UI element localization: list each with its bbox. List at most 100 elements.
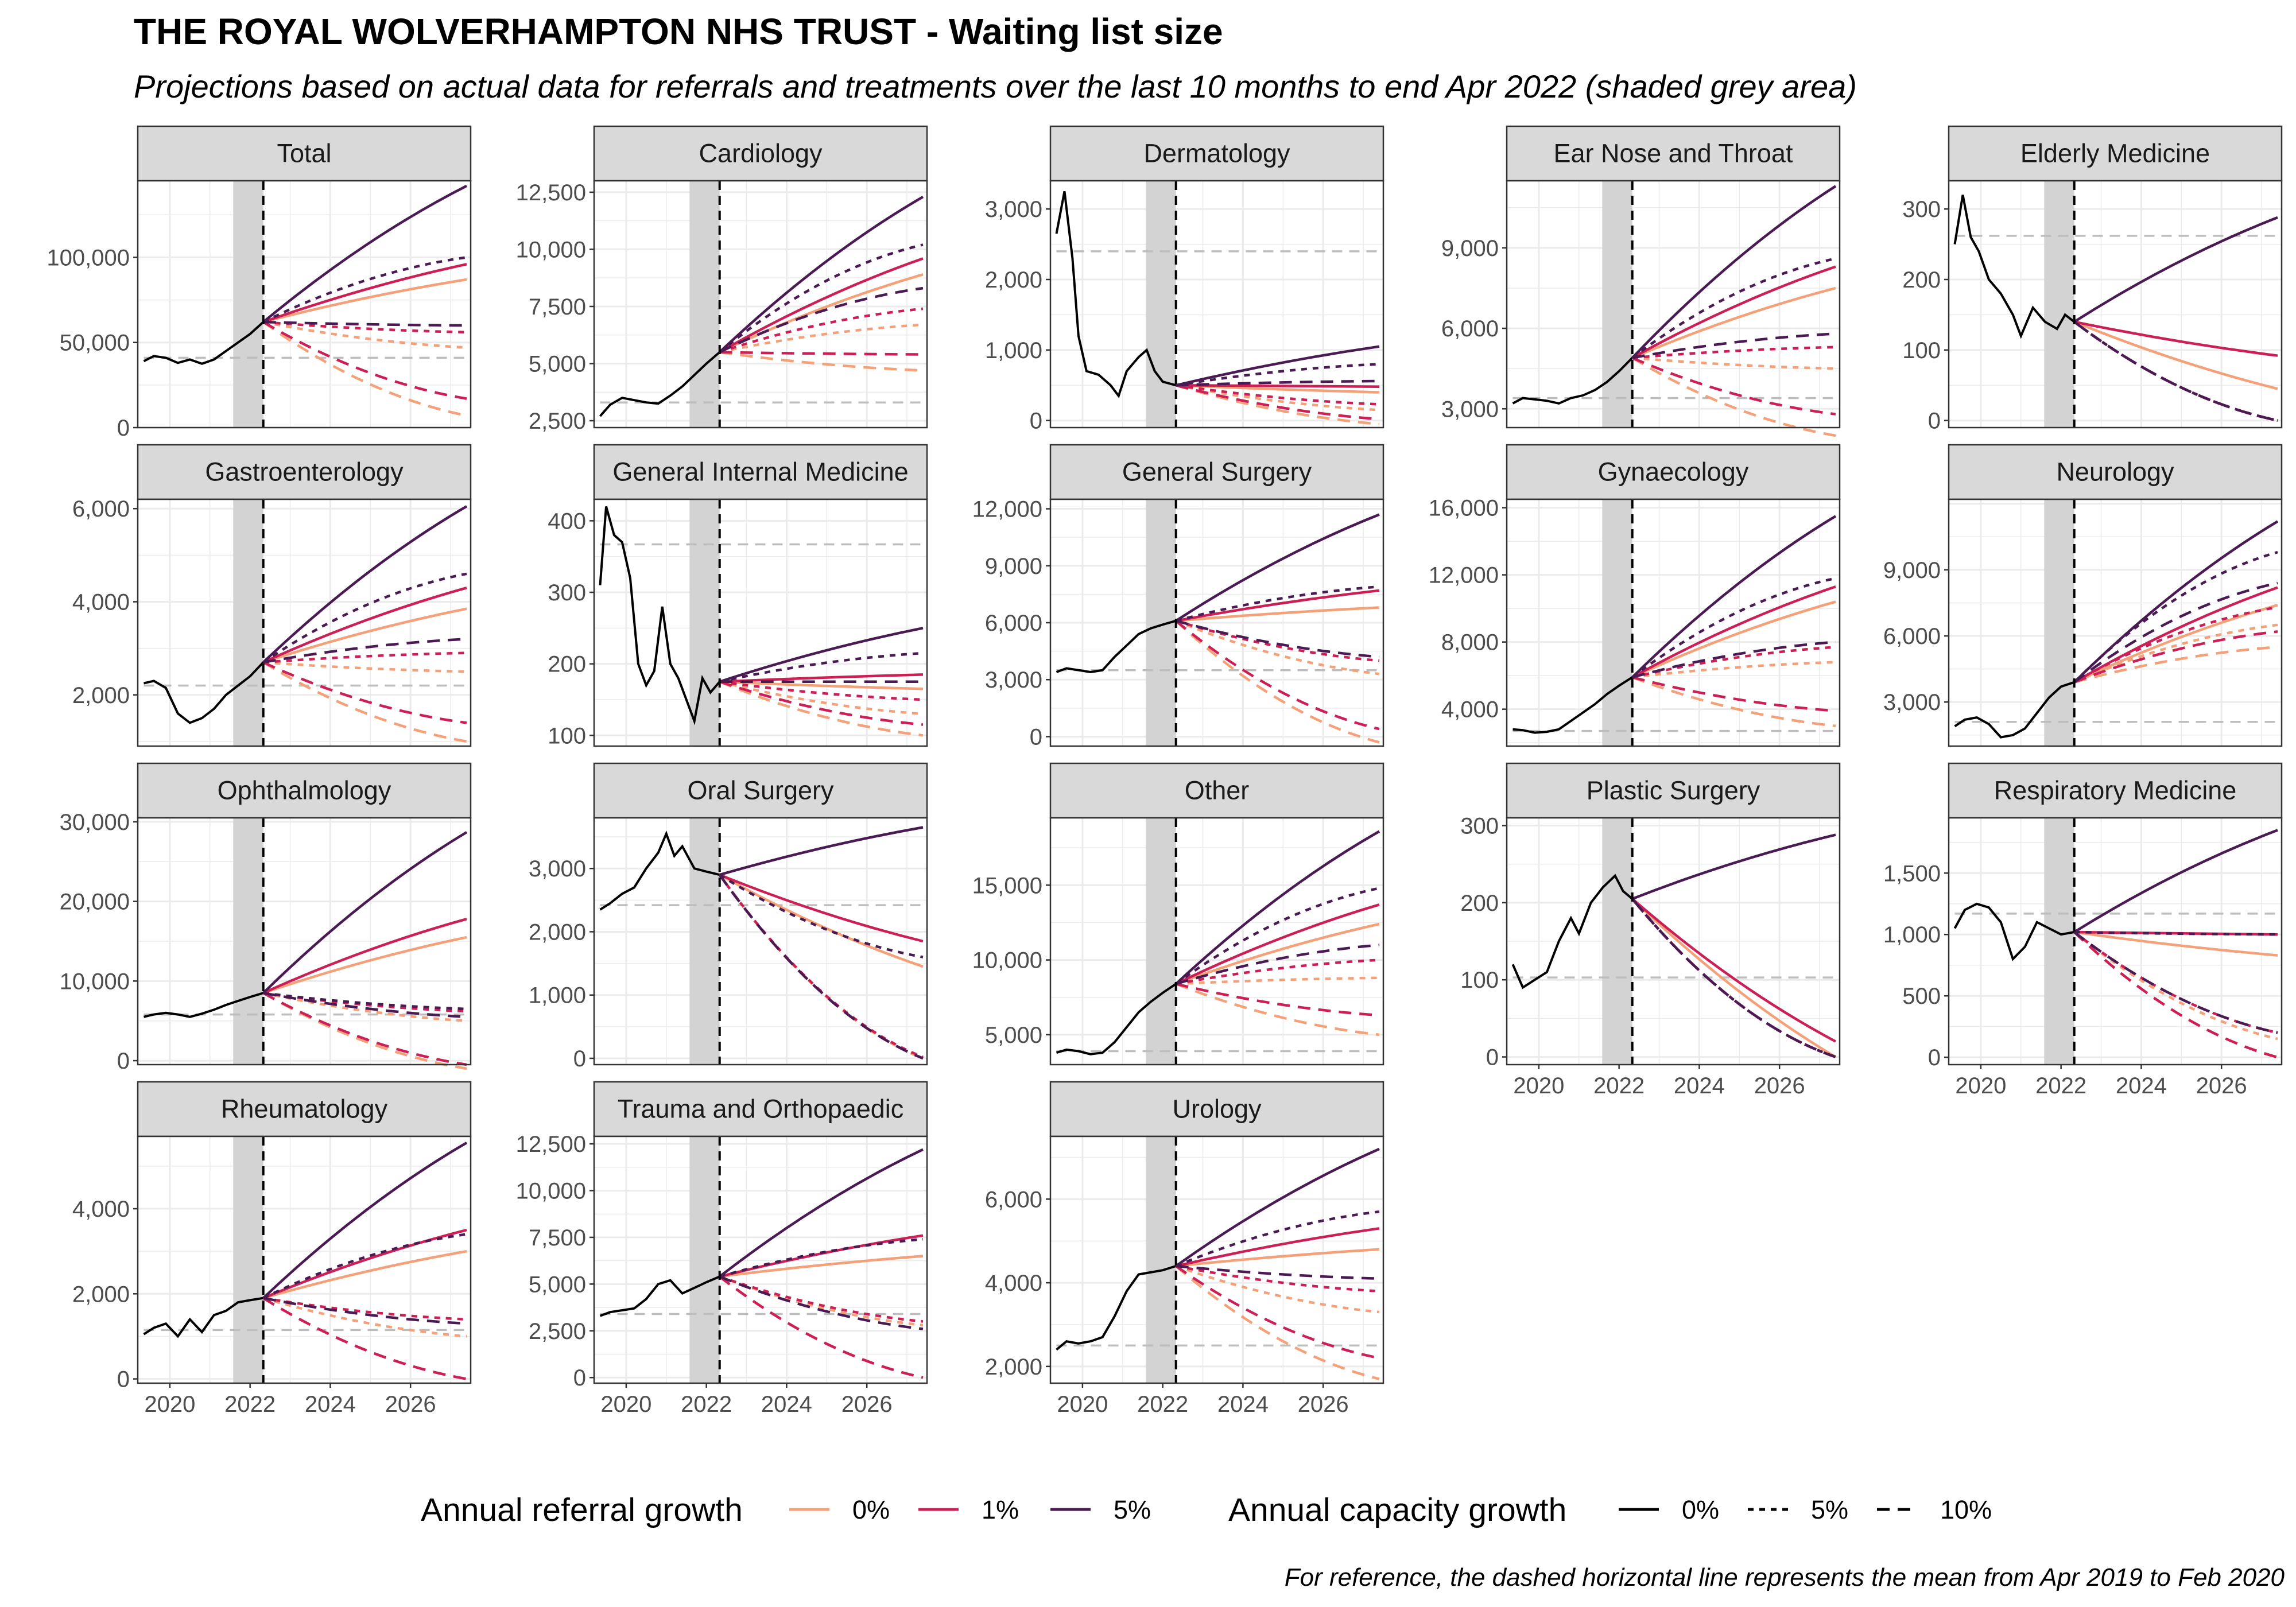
projection-line-referral-5-capacity-5 xyxy=(719,651,924,683)
projection-line-referral-1-capacity-5 xyxy=(263,320,467,334)
projection-line-referral-0-capacity-0 xyxy=(1176,606,1380,622)
y-tick-label: 12,500 xyxy=(516,1132,586,1157)
y-tick-label: 50,000 xyxy=(60,331,130,356)
panel-title: General Internal Medicine xyxy=(612,457,908,487)
x-tick-label: 2024 xyxy=(1217,1392,1269,1417)
projection-line-referral-1-capacity-0 xyxy=(1631,265,1836,359)
shaded-period xyxy=(233,181,263,428)
panel-title: General Surgery xyxy=(1122,457,1312,487)
y-tick-label: 300 xyxy=(1902,197,1941,222)
legend-label-capacity: 10% xyxy=(1940,1495,1992,1524)
projection-line-referral-0-capacity-0 xyxy=(263,1249,467,1299)
panel-title: Ophthalmology xyxy=(218,776,391,805)
panel-border xyxy=(1948,180,2283,429)
chart-subtitle: Projections based on actual data for ref… xyxy=(134,68,1857,104)
panel-gastroenterology: Gastroenterology 2,000 4,000 6,000 xyxy=(72,444,472,747)
projection-line-referral-1-capacity-0 xyxy=(1175,903,1380,985)
y-tick-label: 300 xyxy=(1460,813,1499,839)
projection-line-referral-5-capacity-5 xyxy=(262,1233,467,1299)
y-tick-label: 2,000 xyxy=(72,683,130,708)
y-tick-label: 0 xyxy=(1030,409,1042,434)
panel-strip xyxy=(1948,444,2283,500)
y-tick-label: 2,500 xyxy=(529,1319,586,1344)
panel-border xyxy=(1506,817,1841,1066)
projection-line-referral-1-capacity-0 xyxy=(2073,586,2278,684)
projection-line-referral-5-capacity-5 xyxy=(1175,887,1380,985)
y-tick-label: 2,000 xyxy=(72,1282,130,1307)
y-tick-label: 500 xyxy=(1902,984,1941,1009)
panel-background xyxy=(594,181,927,428)
projection-line-referral-1-capacity-0 xyxy=(1631,898,1837,1043)
panel-strip xyxy=(1049,762,1384,819)
projection-line-referral-1-capacity-10 xyxy=(2073,630,2278,684)
shaded-period xyxy=(233,818,263,1065)
projection-line-referral-5-capacity-0 xyxy=(1175,1147,1380,1267)
panel-border xyxy=(1049,180,1384,429)
projection-line-referral-1-capacity-10 xyxy=(719,351,924,356)
projection-line-referral-0-capacity-0 xyxy=(263,278,467,324)
shaded-period xyxy=(1146,818,1176,1065)
actual-series-line xyxy=(144,992,264,1018)
legend-label-referral: 0% xyxy=(852,1495,890,1524)
projection-line-referral-0-capacity-5 xyxy=(1632,661,1836,679)
y-tick-label: 7,500 xyxy=(529,294,586,320)
projection-line-referral-0-capacity-5 xyxy=(263,1297,467,1338)
projection-line-referral-5-capacity-5 xyxy=(1631,257,1836,359)
projection-line-referral-0-capacity-0 xyxy=(2073,320,2278,390)
y-tick-label: 1,000 xyxy=(1883,922,1941,948)
panel-respiratory-medicine: Respiratory Medicine 0 500 1,000 1,500 2020 20… xyxy=(1883,762,2283,1098)
y-tick-label: 9,000 xyxy=(1883,558,1941,583)
panel-title: Ear Nose and Throat xyxy=(1554,139,1793,168)
x-tick-label: 2026 xyxy=(385,1392,436,1417)
y-tick-label: 1,500 xyxy=(1883,861,1941,886)
panel-background xyxy=(138,181,471,428)
shaded-period xyxy=(1146,1136,1176,1383)
projection-line-referral-0-capacity-5 xyxy=(1175,619,1380,676)
x-tick-label: 2020 xyxy=(1513,1073,1564,1098)
x-tick-label: 2024 xyxy=(2116,1073,2167,1098)
projection-line-referral-1-capacity-5 xyxy=(1176,958,1380,985)
y-tick-label: 4,000 xyxy=(1441,697,1499,723)
x-tick-label: 2026 xyxy=(1754,1073,1805,1098)
legend-label-capacity: 5% xyxy=(1811,1495,1848,1524)
panel-background xyxy=(594,818,927,1065)
actual-series-line xyxy=(1055,191,1177,398)
panel-gynaecology: Gynaecology 4,000 8,000 12,000 16,000 xyxy=(1429,444,1841,747)
x-tick-label: 2024 xyxy=(305,1392,356,1417)
panel-strip xyxy=(1948,125,2283,182)
panel-title: Total xyxy=(277,139,331,168)
y-tick-label: 4,000 xyxy=(985,1271,1042,1296)
projection-line-referral-5-capacity-0 xyxy=(719,1148,924,1278)
y-tick-label: 1,000 xyxy=(529,983,586,1008)
y-tick-label: 12,500 xyxy=(516,180,586,205)
panel-background xyxy=(1050,818,1383,1065)
projection-line-referral-1-capacity-10 xyxy=(262,661,467,724)
panel-strip xyxy=(593,444,928,500)
shaded-period xyxy=(689,181,720,428)
panel-general-internal-medicine: General Internal Medicine 100 200 300 400 xyxy=(548,444,928,748)
projection-line-referral-5-capacity-10 xyxy=(263,320,467,327)
y-tick-label: 2,500 xyxy=(529,409,586,434)
projection-line-referral-5-capacity-10 xyxy=(718,874,924,1060)
panel-oral-surgery: Oral Surgery 0 1,000 2,000 3,000 xyxy=(529,762,928,1072)
legend-label-capacity: 0% xyxy=(1682,1495,1719,1524)
panel-background xyxy=(1050,1136,1383,1383)
shaded-period xyxy=(1602,818,1632,1065)
shaded-period xyxy=(233,1136,263,1383)
projection-line-referral-1-capacity-5 xyxy=(719,680,924,701)
actual-series-line xyxy=(1512,676,1633,734)
legend-label-referral: 5% xyxy=(1114,1495,1151,1524)
projection-line-referral-5-capacity-0 xyxy=(262,1142,468,1299)
y-tick-label: 20,000 xyxy=(60,890,130,915)
actual-series-line xyxy=(143,1297,264,1338)
y-tick-label: 16,000 xyxy=(1429,496,1499,521)
shaded-period xyxy=(1146,181,1176,428)
projection-line-referral-5-capacity-10 xyxy=(1632,332,1836,359)
y-tick-label: 0 xyxy=(1928,409,1941,434)
shaded-period xyxy=(689,499,720,746)
y-tick-label: 100 xyxy=(548,723,586,748)
shaded-period xyxy=(2044,181,2074,428)
projection-line-referral-1-capacity-0 xyxy=(1176,589,1380,622)
projection-line-referral-0-capacity-5 xyxy=(719,1275,924,1327)
